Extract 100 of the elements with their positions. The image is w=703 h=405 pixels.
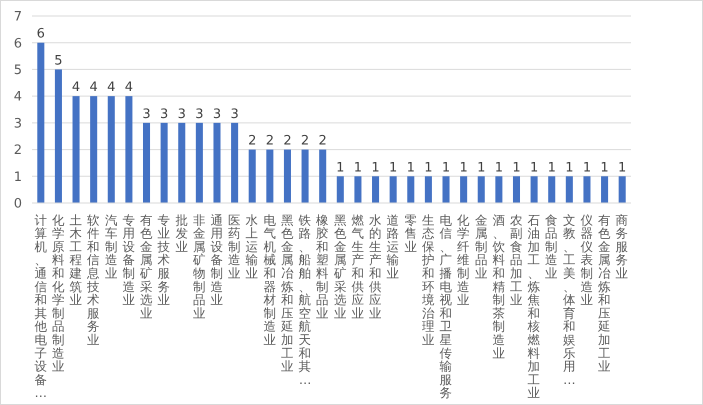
category-label: 生态保护和环境治理业 (422, 212, 435, 347)
bar (196, 122, 203, 203)
bar (142, 122, 150, 203)
y-tick-label: 5 (14, 62, 22, 78)
bar (160, 122, 168, 203)
bar (372, 176, 380, 203)
data-label: 2 (248, 134, 256, 149)
data-label: 1 (477, 160, 486, 176)
bar (601, 176, 608, 203)
bar (512, 176, 520, 203)
data-label: 1 (336, 160, 344, 176)
bar (125, 96, 132, 203)
bar (54, 69, 62, 203)
category-label: 铁路、船舶、航空航天和其… (298, 212, 312, 387)
x-tick-label: 水的生产和供应业 (369, 212, 382, 320)
x-tick-label: 化学纤维制造业 (457, 212, 470, 308)
bar (460, 176, 468, 203)
x-tick-label: 专业技术服务业 (156, 212, 171, 308)
bar (231, 122, 238, 203)
x-tick-label: 零售业 (404, 212, 418, 254)
data-label: 5 (54, 53, 63, 68)
data-label: 3 (230, 106, 239, 122)
data-label: 4 (107, 80, 116, 96)
data-label: 6 (36, 26, 45, 42)
category-label: 文教、工美、体育和娱乐用… (562, 212, 576, 387)
category-label: 电信、广播电视和卫星传输服务 (440, 212, 453, 400)
x-tick-label: 医药制造业 (228, 212, 242, 280)
x-tick-label: 有色金属矿采选业 (139, 212, 154, 320)
bar (302, 150, 309, 203)
data-label: 1 (354, 160, 362, 176)
data-label: 1 (512, 160, 521, 176)
data-label: 1 (406, 160, 415, 176)
bar (72, 96, 80, 203)
data-label: 1 (424, 160, 433, 176)
data-label: 1 (371, 160, 380, 176)
bar (407, 176, 414, 203)
x-tick-label: 非金属矿物制品业 (192, 212, 206, 320)
x-tick-label: 土木工程建筑业 (68, 212, 83, 308)
bar (37, 42, 44, 203)
data-label: 4 (124, 80, 134, 96)
data-label: 1 (459, 160, 468, 176)
data-label: 1 (530, 160, 538, 176)
y-tick-label: 2 (14, 143, 22, 158)
x-tick-label: 橡胶和塑料制品业 (316, 212, 330, 320)
x-tick-label: 黑色金属矿采选业 (332, 212, 347, 320)
data-label: 1 (600, 160, 609, 176)
data-label: 3 (160, 106, 168, 122)
bar (336, 176, 344, 203)
y-tick-label: 4 (14, 90, 22, 105)
bar (108, 96, 115, 203)
x-tick-label: 食品制造业 (545, 212, 558, 280)
bar (495, 176, 502, 203)
bar (319, 150, 326, 203)
bar (284, 150, 291, 203)
y-tick-label: 1 (14, 170, 22, 185)
data-label: 1 (618, 160, 626, 176)
category-label: 有色金属冶炼和压延加工业 (598, 212, 612, 374)
x-tick-label: 商务服务业 (616, 212, 629, 280)
y-tick-label: 3 (14, 116, 22, 132)
x-tick-label: 仪器仪表制造业 (580, 212, 594, 308)
data-label: 2 (266, 134, 274, 149)
category-label: 石油加工、炼焦和核燃料加工业 (528, 212, 541, 400)
data-label: 1 (442, 160, 450, 176)
bar (583, 176, 590, 203)
category-label: 化学原料和化学制品制造业 (52, 212, 65, 374)
x-tick-label: 汽车制造业 (104, 212, 118, 280)
data-label: 1 (389, 160, 398, 176)
bar (90, 96, 98, 203)
x-tick-label: 通用设备制造业 (210, 212, 224, 308)
bar (248, 150, 256, 203)
data-label: 2 (300, 134, 310, 149)
bar (178, 122, 186, 203)
y-tick-label: 0 (14, 196, 22, 212)
bar (442, 176, 450, 203)
y-tick-label: 7 (14, 10, 22, 25)
x-tick-label: 农副食品加工业 (510, 212, 523, 308)
x-tick-label: 燃气生产和供应业 (351, 212, 364, 320)
bar (354, 176, 362, 203)
bar (548, 176, 556, 203)
data-label: 1 (565, 160, 574, 176)
bar (618, 176, 626, 203)
data-label: 2 (318, 134, 327, 149)
x-tick-label: 批发业 (175, 212, 188, 254)
bar (566, 176, 573, 203)
x-tick-label: 专用设备制造业 (122, 212, 136, 308)
data-label: 4 (90, 80, 98, 96)
category-label: 电气机械和器材制造业 (263, 212, 276, 347)
category-label: 酒、饮料和精制茶制造业 (492, 212, 506, 360)
x-tick-label: 水上运输业 (246, 212, 259, 280)
category-label: 计算机、通信和其他电子设备… (34, 212, 48, 400)
data-label: 3 (195, 106, 204, 122)
data-label: 1 (548, 160, 556, 176)
data-label: 3 (212, 106, 222, 122)
bar (530, 176, 538, 203)
bar (478, 176, 485, 203)
data-label: 3 (178, 106, 186, 122)
y-tick-label: 6 (14, 36, 22, 52)
data-label: 2 (283, 134, 292, 149)
bar (424, 176, 432, 203)
data-label: 1 (582, 160, 592, 176)
